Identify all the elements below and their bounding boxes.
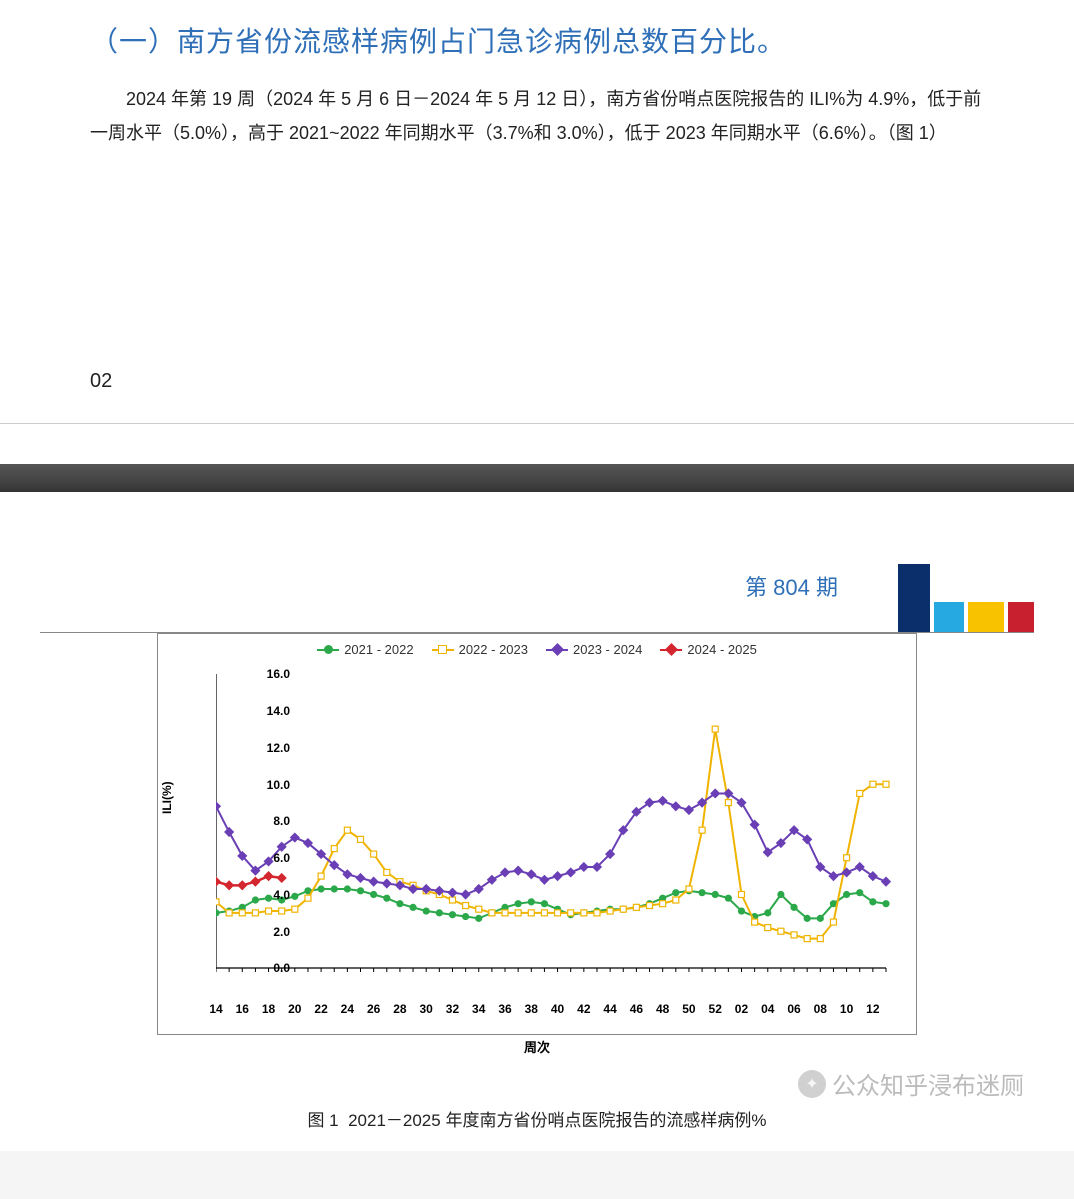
x-tick-label: 34 xyxy=(472,1002,485,1016)
legend-label: 2021 - 2022 xyxy=(344,642,413,657)
y-tick-label: 12.0 xyxy=(267,741,290,755)
legend-label: 2023 - 2024 xyxy=(573,642,642,657)
x-tick-label: 46 xyxy=(630,1002,643,1016)
x-tick-label: 44 xyxy=(603,1002,616,1016)
legend-item: 2023 - 2024 xyxy=(546,642,642,657)
chart-figure: 2021 - 2022 2022 - 2023 2023 - 2024 2024 - … xyxy=(157,633,917,1131)
x-axis-label: 周次 xyxy=(157,1035,917,1056)
legend-item: 2021 - 2022 xyxy=(317,642,413,657)
caption-prefix: 图 1 xyxy=(307,1111,338,1130)
x-tick-label: 40 xyxy=(551,1002,564,1016)
x-tick-label: 20 xyxy=(288,1002,301,1016)
legend-label: 2022 - 2023 xyxy=(459,642,528,657)
y-tick-label: 6.0 xyxy=(273,851,290,865)
color-block xyxy=(968,602,1004,632)
section-paragraph: 2024 年第 19 周（2024 年 5 月 6 日－2024 年 5 月 1… xyxy=(90,82,984,150)
x-tick-label: 10 xyxy=(840,1002,853,1016)
legend-item: 2022 - 2023 xyxy=(432,642,528,657)
x-tick-label: 14 xyxy=(209,1002,222,1016)
x-tick-label: 02 xyxy=(735,1002,748,1016)
section-heading: （一）南方省份流感样病例占门急诊病例总数百分比。 xyxy=(90,20,984,60)
x-tick-label: 24 xyxy=(341,1002,354,1016)
x-tick-label: 12 xyxy=(866,1002,879,1016)
decorative-color-blocks xyxy=(898,564,1034,632)
color-block xyxy=(934,602,964,632)
x-tick-label: 06 xyxy=(787,1002,800,1016)
x-tick-label: 16 xyxy=(236,1002,249,1016)
page-number: 02 xyxy=(90,370,984,393)
chart-plot xyxy=(216,668,896,998)
x-tick-label: 28 xyxy=(393,1002,406,1016)
color-block xyxy=(898,564,930,632)
x-tick-label: 50 xyxy=(682,1002,695,1016)
y-tick-label: 2.0 xyxy=(273,925,290,939)
y-tick-label: 0.0 xyxy=(273,961,290,975)
y-tick-label: 16.0 xyxy=(267,667,290,681)
y-tick-label: 10.0 xyxy=(267,778,290,792)
x-tick-label: 42 xyxy=(577,1002,590,1016)
y-axis-label: ILI(%) xyxy=(160,782,174,815)
section-one: （一）南方省份流感样病例占门急诊病例总数百分比。 2024 年第 19 周（20… xyxy=(0,0,1074,424)
divider-bar xyxy=(0,464,1074,492)
x-tick-label: 48 xyxy=(656,1002,669,1016)
x-tick-label: 36 xyxy=(498,1002,511,1016)
x-tick-label: 30 xyxy=(420,1002,433,1016)
x-tick-label: 38 xyxy=(525,1002,538,1016)
x-tick-label: 18 xyxy=(262,1002,275,1016)
y-tick-label: 8.0 xyxy=(273,814,290,828)
y-tick-label: 14.0 xyxy=(267,704,290,718)
chart-legend: 2021 - 2022 2022 - 2023 2023 - 2024 2024 - … xyxy=(158,634,916,661)
x-tick-label: 04 xyxy=(761,1002,774,1016)
x-tick-label: 08 xyxy=(814,1002,827,1016)
legend-item: 2024 - 2025 xyxy=(660,642,756,657)
color-block xyxy=(1008,602,1034,632)
issue-number: 第 804 期 xyxy=(745,570,838,632)
chart-area: 2021 - 2022 2022 - 2023 2023 - 2024 2024 - … xyxy=(157,633,917,1035)
chart-caption: 图 1 2021－2025 年度南方省份哨点医院报告的流感样病例% xyxy=(157,1106,917,1131)
issue-header: 第 804 期 xyxy=(40,492,1034,633)
legend-label: 2024 - 2025 xyxy=(687,642,756,657)
x-tick-label: 26 xyxy=(367,1002,380,1016)
x-tick-label: 22 xyxy=(314,1002,327,1016)
y-tick-label: 4.0 xyxy=(273,888,290,902)
x-tick-label: 32 xyxy=(446,1002,459,1016)
x-tick-label: 52 xyxy=(709,1002,722,1016)
section-two: 第 804 期 2021 - 2022 2022 - 2023 2023 - 202… xyxy=(0,492,1074,1151)
caption-text: 2021－2025 年度南方省份哨点医院报告的流感样病例% xyxy=(348,1111,766,1130)
